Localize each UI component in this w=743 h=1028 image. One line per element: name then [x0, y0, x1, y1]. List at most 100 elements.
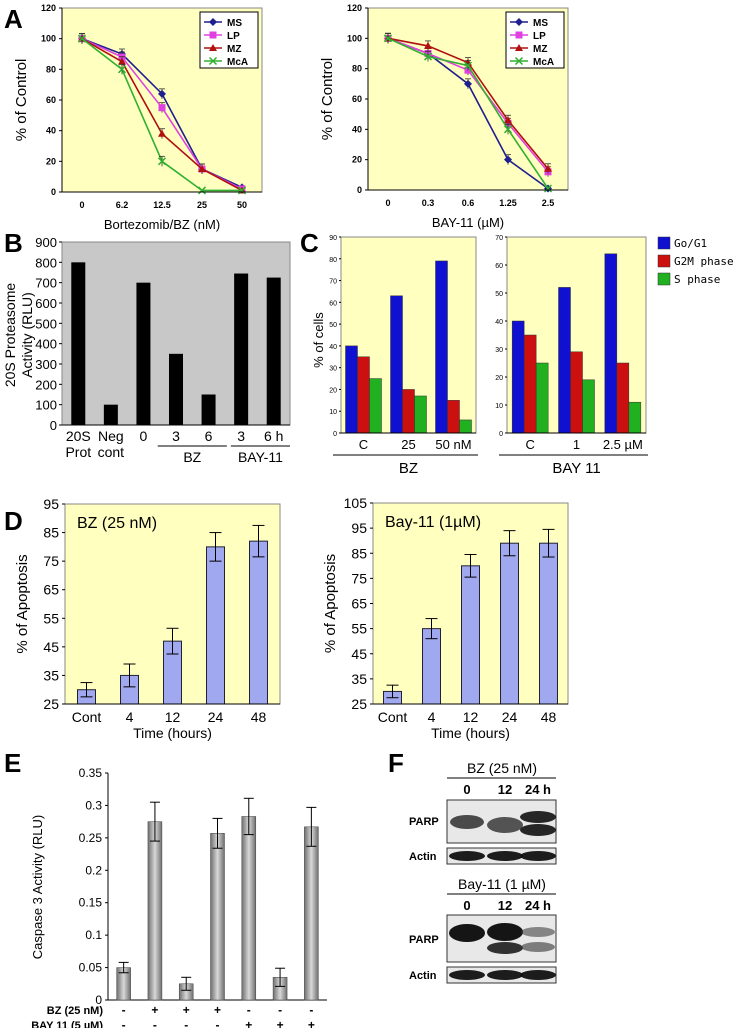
- row-label-actin: Actin: [409, 970, 437, 982]
- y-tick-label: 60: [352, 94, 362, 104]
- legend-marker: [515, 18, 523, 26]
- data-point: [504, 116, 512, 124]
- data-point: [544, 164, 552, 172]
- row-sign: -: [184, 1018, 188, 1028]
- row-sign: +: [183, 1003, 190, 1017]
- y-tick-label: 0.25: [79, 831, 103, 845]
- y-axis-label: % of Control: [13, 59, 30, 142]
- y-tick-label: 0.2: [85, 863, 102, 877]
- x-tick-label: 20S: [66, 428, 91, 444]
- y-axis-label-line2: Activity (RLU): [19, 292, 35, 378]
- y-tick-label: 80: [46, 64, 56, 74]
- blot-title-top: BZ (25 nM): [467, 760, 537, 776]
- lane-label: 0: [463, 782, 470, 797]
- x-tick-label: 12.5: [153, 200, 171, 210]
- bar-s-phase: [414, 395, 427, 434]
- x-tick-label: C: [359, 437, 368, 452]
- bar: [206, 546, 225, 705]
- legend-marker: [209, 44, 217, 51]
- y-tick-label: 0: [95, 993, 102, 1007]
- y-tick-label: 0.15: [79, 896, 103, 910]
- x-tick-label: 48: [541, 709, 557, 725]
- y-tick-label: 95: [351, 520, 367, 536]
- y-tick-label: 70: [495, 235, 503, 242]
- bar-g2m-phase: [447, 400, 460, 434]
- y-tick-label: 400: [35, 337, 57, 352]
- y-axis-label: % of Apoptosis: [322, 554, 339, 653]
- blot-band: [487, 942, 523, 954]
- legend-label: LP: [533, 31, 546, 42]
- x-tick-label: 50 nM: [435, 437, 471, 452]
- x-tick-label: 24: [502, 709, 518, 725]
- bar: [136, 282, 151, 425]
- row-label: BZ (25 nM): [47, 1005, 104, 1017]
- y-tick-label: 40: [495, 319, 503, 326]
- y-axis-label: % of cells: [311, 312, 326, 368]
- bar-s-phase: [628, 401, 642, 434]
- y-axis-label-line1: 20S Proteasome: [2, 283, 18, 387]
- blot-band: [520, 811, 556, 823]
- legend-label: McA: [533, 57, 554, 68]
- row-label-parp: PARP: [409, 934, 439, 946]
- y-tick-label: 55: [351, 621, 367, 637]
- y-axis-label: % of Apoptosis: [14, 554, 31, 653]
- bar: [71, 262, 86, 425]
- row-sign: +: [277, 1018, 284, 1028]
- y-tick-label: 40: [352, 124, 362, 134]
- x-tick-label: Neg: [98, 428, 124, 444]
- x-tick-label: 0.3: [422, 198, 435, 208]
- bar-go/g1: [435, 260, 448, 434]
- y-tick-label: 80: [329, 257, 337, 264]
- row-sign: -: [247, 1003, 251, 1017]
- data-point: [198, 165, 206, 172]
- legend-label: MS: [533, 18, 548, 29]
- legend-label: MZ: [533, 44, 547, 55]
- y-tick-label: 120: [347, 3, 362, 13]
- group-label: BAY 11: [552, 460, 600, 477]
- y-tick-label: 95: [43, 496, 59, 512]
- data-point: [424, 41, 432, 49]
- x-tick-label-line2: cont: [98, 444, 125, 460]
- x-axis-label: BAY-11 (µM): [432, 215, 504, 230]
- row-sign: -: [309, 1003, 313, 1017]
- blot-band: [520, 970, 556, 980]
- y-axis-label: Caspase 3 Activity (RLU): [30, 815, 45, 960]
- x-tick-label: C: [525, 437, 534, 452]
- legend-marker: [515, 44, 523, 51]
- x-tick-label: 1: [573, 437, 580, 452]
- blot-band: [520, 824, 556, 836]
- x-tick-label: 0: [385, 198, 390, 208]
- row-sign: +: [245, 1018, 252, 1028]
- y-tick-label: 0.35: [79, 766, 103, 780]
- y-tick-label: 600: [35, 296, 57, 311]
- y-tick-label: 105: [344, 495, 368, 511]
- data-point: [158, 129, 166, 137]
- y-tick-label: 65: [43, 582, 59, 598]
- x-tick-label: 2.5 µM: [603, 437, 643, 452]
- bar-g2m-phase: [523, 334, 537, 434]
- lane-label: 24 h: [525, 782, 551, 797]
- y-tick-label: 120: [41, 3, 56, 13]
- bar: [169, 353, 183, 425]
- y-tick-label: 20: [495, 375, 503, 382]
- bar: [539, 542, 558, 705]
- y-tick-label: 85: [351, 545, 367, 561]
- y-tick-label: 0.05: [79, 961, 103, 975]
- blot-title-bottom: Bay-11 (1 µM): [458, 876, 546, 892]
- y-tick-label: 50: [329, 322, 337, 329]
- row-sign: -: [122, 1018, 126, 1028]
- data-point: [503, 125, 513, 134]
- blot-actin-bottom: [446, 966, 557, 984]
- legend-label: MZ: [227, 44, 241, 55]
- y-tick-label: 100: [35, 398, 57, 413]
- x-axis-label: Bortezomib/BZ (nM): [104, 217, 220, 232]
- chart-title: BZ (25 nM): [77, 515, 157, 532]
- legend-label: LP: [227, 31, 240, 42]
- bar: [103, 404, 118, 425]
- row-sign: -: [216, 1018, 220, 1028]
- row-sign: +: [151, 1003, 158, 1017]
- y-tick-label: 60: [46, 95, 56, 105]
- data-point: [157, 157, 167, 166]
- data-point: [158, 89, 166, 98]
- blot-band: [521, 927, 555, 937]
